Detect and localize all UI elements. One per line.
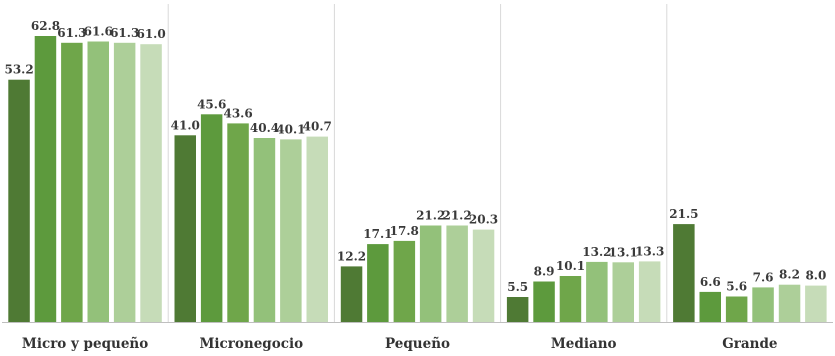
bars: [8, 36, 827, 323]
data-label: 21.2: [416, 209, 445, 223]
category-label: Mediano: [551, 336, 617, 352]
bar: [280, 139, 302, 322]
data-label: 43.6: [223, 106, 252, 120]
bar: [306, 136, 328, 322]
category-label: Micro y pequeño: [22, 336, 148, 352]
data-label: 13.1: [609, 245, 638, 259]
bar: [752, 287, 774, 322]
data-label: 21.2: [442, 209, 471, 223]
group-separators: [167, 4, 668, 322]
bar: [699, 291, 721, 322]
bar: [8, 79, 30, 322]
data-label: 8.9: [534, 265, 555, 279]
data-label: 20.3: [469, 213, 498, 227]
bar: [393, 240, 416, 322]
bar: [419, 225, 442, 322]
category-label: Pequeño: [385, 336, 450, 352]
bar: [725, 296, 748, 322]
bar: [174, 135, 196, 322]
category-label: Micronegocio: [199, 336, 303, 352]
category-label: Grande: [722, 336, 777, 352]
bar: [140, 44, 162, 322]
data-label: 13.3: [635, 244, 664, 258]
data-label: 53.2: [4, 63, 33, 77]
data-label: 17.8: [390, 224, 419, 238]
data-label: 62.8: [31, 19, 60, 33]
data-label: 8.0: [805, 269, 826, 283]
bar: [227, 123, 249, 323]
category-labels: Micro y pequeño Micronegocio Pequeño Median…: [22, 336, 778, 352]
data-label: 61.6: [84, 25, 113, 39]
data-label: 61.3: [57, 26, 86, 40]
data-label: 7.6: [753, 270, 774, 284]
bar: [34, 36, 57, 322]
bar: [446, 225, 468, 322]
bar: [87, 41, 109, 322]
data-label: 5.5: [507, 280, 528, 294]
bar: [533, 281, 555, 322]
data-label: 40.7: [303, 120, 332, 134]
data-label: 17.1: [363, 227, 392, 241]
bar: [559, 276, 582, 322]
data-label: 13.2: [582, 245, 611, 259]
data-label: 12.2: [337, 249, 366, 263]
value-labels: 53.262.861.361.661.361.041.045.643.640.4…: [4, 19, 826, 294]
bar: [340, 266, 363, 322]
data-label: 40.4: [250, 121, 279, 135]
bar: [61, 42, 83, 323]
bar: [673, 224, 695, 322]
data-label: 5.6: [726, 280, 747, 294]
data-label: 21.5: [669, 207, 698, 221]
bar: [586, 261, 608, 322]
data-label: 61.0: [136, 27, 165, 41]
bar: [113, 42, 136, 323]
data-label: 6.6: [700, 275, 721, 289]
bar: [472, 229, 495, 322]
data-label: 41.0: [171, 118, 200, 132]
bar: [638, 261, 661, 322]
data-label: 10.1: [556, 259, 585, 273]
data-label: 40.1: [276, 122, 305, 136]
bar: [506, 297, 529, 322]
data-label: 45.6: [197, 97, 226, 111]
bar: [612, 262, 634, 322]
bar: [805, 285, 827, 322]
bar: [778, 284, 801, 322]
bar: [200, 114, 223, 322]
bar: [253, 138, 276, 322]
bar: [367, 244, 389, 322]
data-label: 61.3: [110, 26, 139, 40]
data-label: 8.2: [779, 268, 800, 282]
